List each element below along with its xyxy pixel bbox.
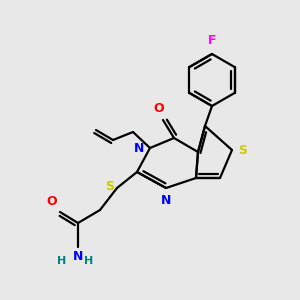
Text: S: S xyxy=(105,179,114,193)
Text: N: N xyxy=(161,194,171,207)
Text: N: N xyxy=(73,250,83,263)
Text: H: H xyxy=(57,256,66,266)
Text: N: N xyxy=(134,142,144,154)
Text: H: H xyxy=(84,256,93,266)
Text: O: O xyxy=(46,195,57,208)
Text: O: O xyxy=(154,102,164,115)
Text: S: S xyxy=(238,143,247,157)
Text: F: F xyxy=(208,34,216,47)
